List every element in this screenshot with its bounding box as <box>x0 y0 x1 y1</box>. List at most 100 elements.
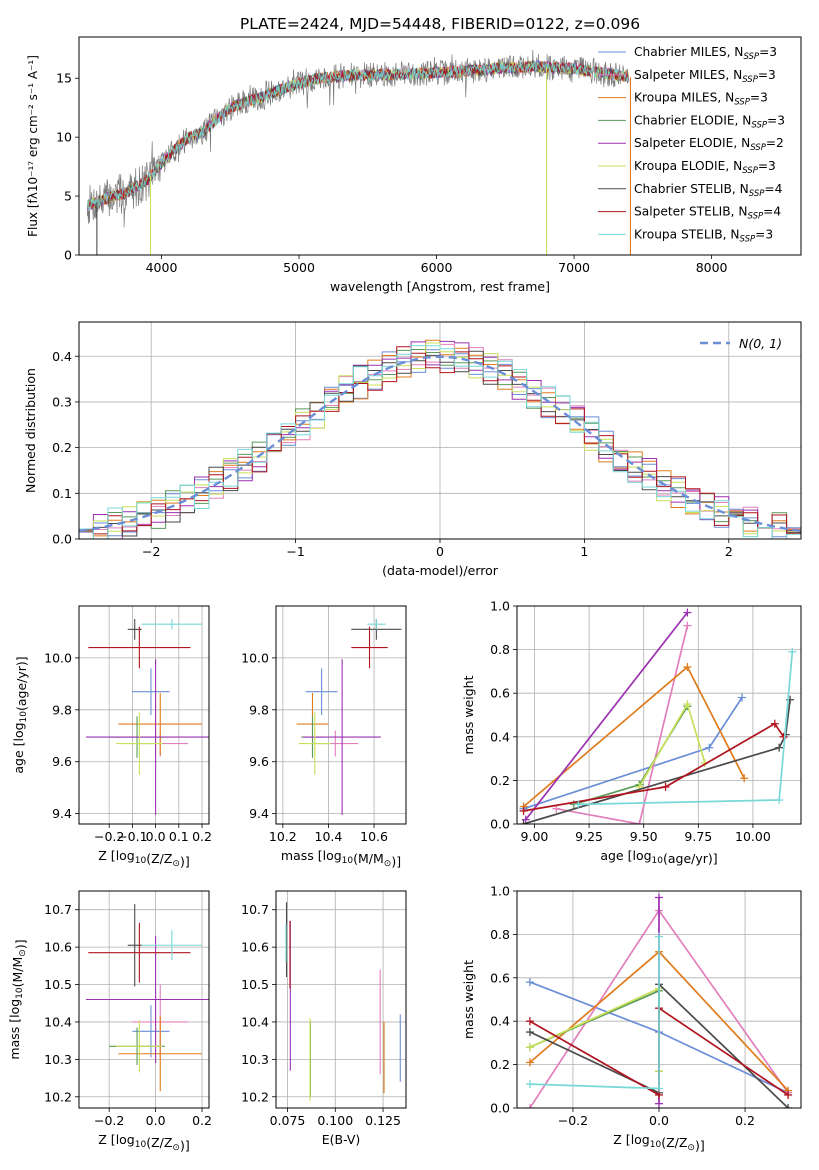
y-tick-label: 10.4 <box>44 1014 72 1029</box>
errorbar-point-chabrier-miles <box>305 668 338 715</box>
model-spectrum-salpeter-stelib <box>86 61 629 210</box>
y-tick-label: 1.0 <box>490 599 510 614</box>
errorbar-point-kroupa-stelib <box>367 618 386 630</box>
mass-weight-marker-chabrier-stelib <box>784 1104 793 1108</box>
x-tick-label: 9.00 <box>521 829 549 844</box>
panel-age-vs-Z: −0.2−0.10.0 0.1 0.2 9.4 9.6 9.8 10.0 Z [log10(Z… <box>11 605 212 869</box>
x-axis-label: Z [log10(Z/Z⊙)] <box>98 1132 189 1153</box>
axes-frame: 10.2 10.4 10.6 9.4 9.6 9.8 10.0 mass [log10(M/M… <box>241 605 407 869</box>
model-spectrum-kroupa-miles <box>86 60 629 210</box>
x-axis-label: (data-model)/error <box>382 563 499 578</box>
plot-area <box>296 618 402 815</box>
y-tick-label: 10 <box>56 130 72 145</box>
errorbar-point-chabrier-miles <box>132 668 170 715</box>
mass-weight-marker-salpeter-elodie <box>655 1099 663 1108</box>
y-tick-label: 9.6 <box>52 754 72 769</box>
mass-weight-marker-salpeter-miles <box>683 621 692 630</box>
mass-weight-line-kroupa-elodie <box>638 701 706 788</box>
errorbar-point-kroupa-elodie <box>298 712 331 775</box>
y-tick-label: 0.0 <box>490 817 510 832</box>
errorbar-point-kroupa-miles <box>118 1016 203 1092</box>
y-tick-label: 10.0 <box>44 650 72 665</box>
errorbar-point-kroupa-stelib <box>141 618 203 630</box>
x-tick-label: −0.2 <box>94 1113 124 1128</box>
x-tick-label: −0.2 <box>558 1113 588 1128</box>
y-tick-label: 5 <box>64 189 72 204</box>
y-tick-label: 0.6 <box>490 970 510 985</box>
y-axis-label: age [log10(age/yr)] <box>11 656 29 773</box>
mass-weight-marker-kroupa-stelib <box>574 800 583 809</box>
x-tick-label: 10.4 <box>315 829 343 844</box>
mass-weight-line-salpeter-elodie <box>525 611 689 821</box>
mass-weight-line-kroupa-stelib <box>578 651 794 806</box>
y-tick-label: 9.6 <box>249 754 269 769</box>
errorbar-point-kroupa-miles <box>118 692 203 756</box>
x-axis-label: Z [log10(Z/Z⊙)] <box>98 848 189 869</box>
mass-weight-marker-chabrier-stelib <box>775 743 784 752</box>
mass-weight-marker-kroupa-elodie <box>683 700 692 709</box>
y-tick-label: 10.7 <box>44 902 72 917</box>
axes-frame: −0.2 0.0 0.2 10.2 10.3 10.4 10.5 10.6 10.7 Z [log… <box>7 890 212 1153</box>
x-tick-label: 10.6 <box>360 829 388 844</box>
y-tick-label: 0.4 <box>490 1014 510 1029</box>
axes-frame: 4000 5000 6000 7000 8000 0 5 10 15 wavelength [An… <box>26 36 802 294</box>
mass-weight-marker-salpeter-stelib <box>525 1017 534 1026</box>
y-tick-label: 0.2 <box>490 773 510 788</box>
y-tick-label: 10.7 <box>241 902 269 917</box>
model-spectrum-salpeter-miles <box>86 60 629 209</box>
axes-frame: 0.075 0.100 0.125 10.2 10.3 10.4 10.5 10.6 10.7 E… <box>241 890 407 1147</box>
y-tick-label: 10.6 <box>44 940 72 955</box>
y-tick-label: 9.8 <box>249 702 269 717</box>
y-tick-label: 10.3 <box>44 1052 72 1067</box>
model-spectrum-chabrier-elodie <box>86 60 629 209</box>
y-tick-label: 10.0 <box>241 650 269 665</box>
mass-weight-line-salpeter-stelib <box>523 722 785 812</box>
x-tick-label: −2 <box>142 544 160 559</box>
panel-age-vs-mass: 10.2 10.4 10.6 9.4 9.6 9.8 10.0 mass [log10(M/M… <box>241 605 407 869</box>
legend-label-salpeter-miles: Salpeter MILES, NSSP=3 <box>634 68 776 85</box>
x-tick-label: 4000 <box>146 260 178 275</box>
panel-mass-vs-ebv: 0.075 0.100 0.125 10.2 10.3 10.4 10.5 10.6 10.7 E… <box>241 890 407 1147</box>
y-tick-label: 0.3 <box>52 394 72 409</box>
mass-weight-marker-kroupa-stelib <box>525 1080 534 1089</box>
axes-frame: 9.00 9.25 9.50 9.75 10.00 0.0 0.2 0.4 0.6 0.8 1.0 a… <box>461 599 802 866</box>
y-tick-label: 0.1 <box>52 486 72 501</box>
legend-label-kroupa-stelib: Kroupa STELIB, NSSP=3 <box>634 227 773 244</box>
x-tick-label: 9.25 <box>575 829 603 844</box>
plot-area <box>285 902 401 1101</box>
mass-weight-marker-kroupa-stelib <box>788 647 797 656</box>
x-tick-label: 0.075 <box>270 1113 306 1128</box>
mass-weight-marker-salpeter-elodie <box>655 893 663 902</box>
x-tick-label: 10.2 <box>269 829 297 844</box>
mass-weight-marker-salpeter-elodie <box>521 815 530 824</box>
mass-weight-line-chabrier-elodie <box>573 705 689 806</box>
legend-label-salpeter-stelib: Salpeter STELIB, NSSP=4 <box>634 205 781 222</box>
x-axis-label: E(B-V) <box>322 1132 361 1147</box>
x-tick-label: 0 <box>436 544 444 559</box>
y-tick-label: 10.5 <box>241 977 269 992</box>
x-tick-label: 2 <box>725 544 733 559</box>
y-axis-label: mass weight <box>461 675 476 754</box>
y-tick-label: 10.3 <box>241 1052 269 1067</box>
y-tick-label: 10.4 <box>241 1014 269 1029</box>
y-tick-label: 0.4 <box>490 729 510 744</box>
x-tick-label: 0.2 <box>192 1113 212 1128</box>
mass-weight-marker-chabrier-miles <box>705 743 714 752</box>
residual-histogram-kroupa-stelib <box>79 345 801 539</box>
y-tick-label: 1.0 <box>490 884 510 899</box>
plot-area <box>85 904 209 1092</box>
errorbar-point-kroupa-elodie <box>116 1020 163 1073</box>
y-tick-label: 0.8 <box>490 927 510 942</box>
residual-legend: N(0, 1) <box>700 336 782 351</box>
legend-label-kroupa-miles: Kroupa MILES, NSSP=3 <box>634 91 768 108</box>
x-tick-label: 10.00 <box>735 829 771 844</box>
residual-histogram-salpeter-elodie <box>79 340 801 539</box>
errorbar-point-salpeter-stelib <box>351 626 388 669</box>
axes-frame: −0.2−0.10.0 0.1 0.2 9.4 9.6 9.8 10.0 Z [log10(Z… <box>11 605 212 869</box>
axes-frame: −0.2 0.0 0.2 0.0 0.2 0.4 0.6 0.8 1.0 Z [log10(Z/Z… <box>461 884 802 1153</box>
y-tick-label: 0.2 <box>490 1057 510 1072</box>
y-axis-label: Normed distribution <box>23 368 38 493</box>
mass-weight-marker-kroupa-miles <box>525 1058 534 1067</box>
plot-area <box>519 608 797 824</box>
